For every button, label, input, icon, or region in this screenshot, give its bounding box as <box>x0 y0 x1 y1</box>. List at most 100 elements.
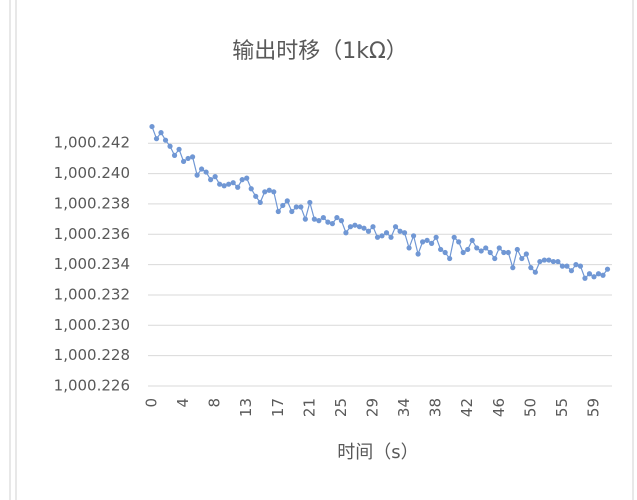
data-point <box>361 225 367 231</box>
y-tick-label: 1,000.242 <box>54 134 130 152</box>
data-point <box>456 239 462 245</box>
data-point <box>586 271 593 277</box>
data-point <box>442 249 448 256</box>
y-tick-label: 1,000.240 <box>54 164 130 182</box>
x-tick-label: 25 <box>332 398 350 417</box>
data-point <box>262 189 268 195</box>
data-point <box>528 265 534 271</box>
data-point <box>401 230 408 236</box>
data-point <box>253 193 259 199</box>
data-point <box>392 224 399 230</box>
data-point <box>483 245 489 251</box>
data-point <box>438 246 444 253</box>
data-point <box>149 123 155 130</box>
data-point <box>550 258 556 265</box>
data-point <box>158 130 164 136</box>
data-point <box>555 258 561 265</box>
data-point <box>496 245 502 251</box>
data-point <box>298 204 304 210</box>
data-point <box>604 266 611 272</box>
data-point <box>176 146 182 152</box>
data-point <box>226 181 232 187</box>
x-tick-label: 38 <box>427 398 445 417</box>
x-tick-label: 34 <box>395 398 413 417</box>
data-point <box>307 199 313 206</box>
y-tick-label: 1,000.228 <box>54 346 130 364</box>
x-tick-label: 59 <box>584 398 602 417</box>
data-point <box>424 237 430 243</box>
data-point <box>469 237 475 243</box>
data-point <box>478 248 484 254</box>
x-tick-label: 46 <box>490 398 508 417</box>
data-point <box>325 219 331 225</box>
x-tick-label: 42 <box>458 398 476 417</box>
data-point <box>239 177 245 183</box>
data-point <box>523 251 529 257</box>
y-tick-label: 1,000.226 <box>54 377 130 395</box>
data-point <box>559 263 566 269</box>
data-point <box>591 274 597 280</box>
data-point <box>248 186 254 192</box>
data-point <box>492 255 498 262</box>
x-tick-label: 13 <box>237 398 255 417</box>
data-point <box>284 198 290 204</box>
data-point <box>289 208 295 215</box>
data-point <box>185 155 191 162</box>
data-point <box>180 158 187 165</box>
data-point <box>334 214 340 221</box>
data-point <box>280 202 286 209</box>
x-axis-title: 时间（s） <box>337 442 418 463</box>
data-point <box>383 230 390 236</box>
data-point <box>162 137 169 143</box>
data-point <box>505 249 511 256</box>
y-tick-label: 1,000.238 <box>54 194 130 212</box>
data-point <box>257 199 263 206</box>
data-point <box>171 152 178 158</box>
data-point <box>244 175 250 181</box>
data-point <box>217 181 223 187</box>
x-tick-label: 50 <box>521 398 539 417</box>
data-point <box>194 172 200 178</box>
data-point <box>153 136 160 142</box>
data-point <box>352 222 358 228</box>
data-point <box>465 246 471 253</box>
x-tick-label: 8 <box>206 398 224 408</box>
data-point <box>189 154 196 160</box>
data-point <box>410 233 417 239</box>
data-point <box>199 166 205 172</box>
data-point <box>537 258 543 265</box>
data-point <box>519 255 525 262</box>
data-point <box>415 251 421 257</box>
data-point <box>388 234 394 240</box>
data-point <box>347 224 354 230</box>
data-point <box>546 257 552 263</box>
data-point <box>212 174 218 180</box>
y-tick-label: 1,000.236 <box>54 225 130 243</box>
x-tick-label: 17 <box>269 398 287 417</box>
data-point <box>203 169 209 175</box>
data-point <box>365 228 372 234</box>
data-point <box>338 218 345 224</box>
data-point <box>271 189 277 195</box>
data-point <box>406 245 412 251</box>
data-point <box>275 208 281 215</box>
data-point <box>208 177 214 183</box>
data-point <box>320 214 326 221</box>
data-point <box>302 216 308 222</box>
data-point <box>541 257 547 263</box>
data-point <box>474 245 480 251</box>
x-tick-label: 29 <box>363 398 381 417</box>
x-tick-label: 0 <box>143 398 161 408</box>
data-point <box>573 262 579 268</box>
x-tick-label: 21 <box>300 398 318 417</box>
y-tick-label: 1,000.234 <box>54 255 130 273</box>
data-point <box>532 269 538 275</box>
data-point <box>329 221 335 227</box>
data-point <box>167 143 173 149</box>
data-point <box>487 249 493 256</box>
data-point <box>501 249 507 256</box>
data-point <box>316 218 322 224</box>
x-tick-label: 55 <box>553 398 571 417</box>
